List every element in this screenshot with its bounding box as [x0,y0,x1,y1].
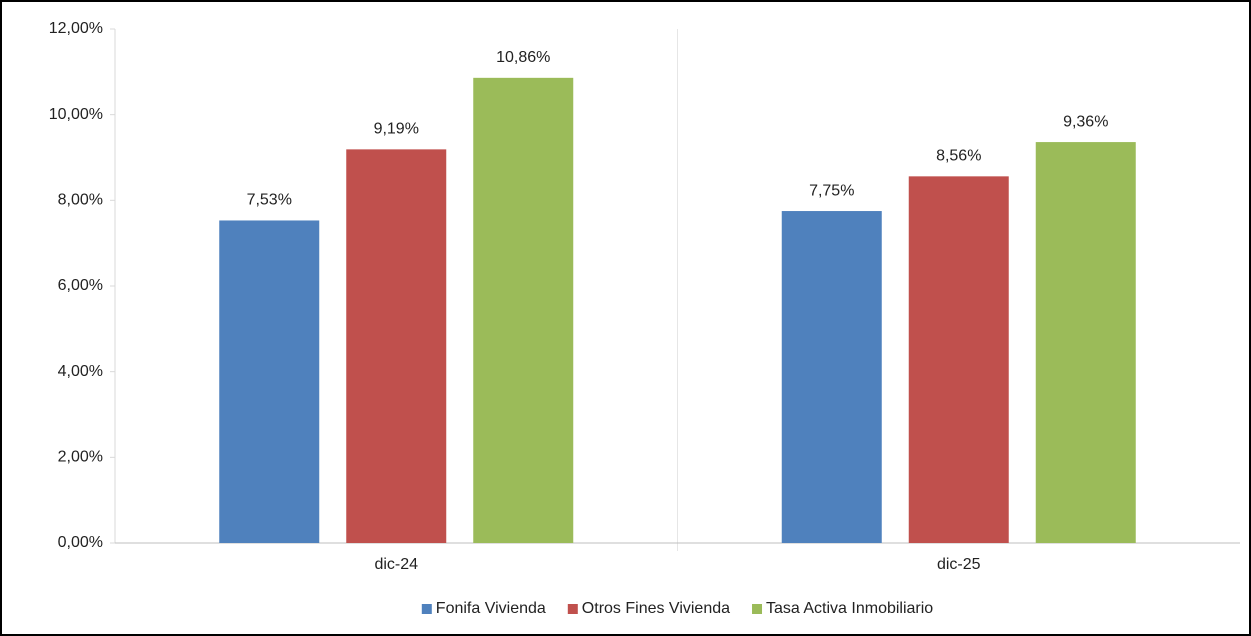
x-tick-label: dic-24 [374,556,418,573]
bar [908,176,1009,543]
bar [346,149,447,543]
legend-swatch [567,604,578,614]
bar [781,211,882,543]
y-tick-label: 0,00% [58,534,103,551]
bar [1035,142,1136,543]
data-label: 10,86% [496,49,550,66]
data-label: 7,53% [247,192,292,209]
bar [219,220,320,543]
bar [473,77,574,543]
data-label: 9,19% [374,121,419,138]
y-tick-label: 12,00% [49,20,103,37]
data-label: 8,56% [936,148,981,165]
y-tick-label: 4,00% [58,363,103,380]
y-tick-label: 2,00% [58,449,103,466]
legend-label: Tasa Activa Inmobiliario [766,600,933,617]
legend-swatch [752,604,763,614]
y-tick-label: 6,00% [58,277,103,294]
y-tick-label: 10,00% [49,106,103,123]
y-tick-label: 8,00% [58,192,103,209]
data-label: 7,75% [809,182,854,199]
data-label: 9,36% [1063,113,1108,130]
legend-label: Fonifa Vivienda [436,600,546,617]
legend-swatch [421,604,432,614]
legend-label: Otros Fines Vivienda [582,600,730,617]
x-tick-label: dic-25 [937,556,981,573]
